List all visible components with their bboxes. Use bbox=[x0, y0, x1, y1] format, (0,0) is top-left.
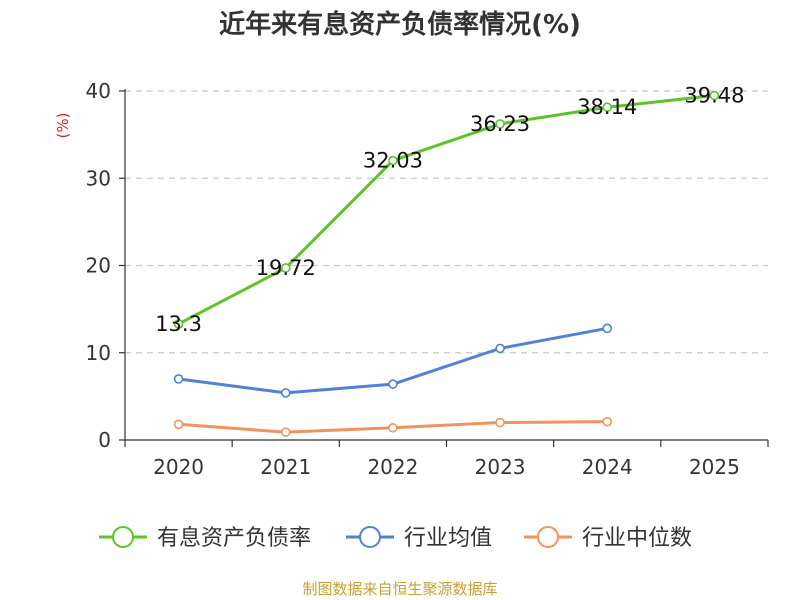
axes: 0 10 20 30 40 (%) 2020 2021 2022 2023 2024 2025 bbox=[54, 79, 769, 479]
x-tick-label: 2025 bbox=[689, 455, 740, 479]
data-point bbox=[602, 102, 613, 113]
data-label: 39.48 bbox=[684, 84, 744, 108]
source-note: 制图数据来自恒生聚源数据库 bbox=[302, 580, 498, 598]
data-point bbox=[280, 263, 291, 273]
data-point bbox=[388, 422, 398, 433]
x-tick-label: 2020 bbox=[153, 455, 204, 479]
legend-label: 有息资产负债率 bbox=[157, 526, 311, 551]
data-point bbox=[495, 417, 505, 428]
data-label: 38.14 bbox=[577, 95, 637, 119]
data-labels: 13.3 19.72 32.03 36.23 38.14 39.48 bbox=[155, 84, 744, 336]
data-label: 32.03 bbox=[363, 149, 423, 173]
data-point bbox=[495, 343, 505, 354]
y-tick-label: 10 bbox=[86, 341, 111, 365]
legend-label: 行业均值 bbox=[404, 526, 492, 551]
data-point bbox=[495, 119, 505, 129]
data-point bbox=[280, 388, 291, 398]
data-label: 19.72 bbox=[256, 256, 316, 280]
series-lines bbox=[173, 90, 720, 437]
data-point bbox=[280, 427, 291, 437]
grid-lines bbox=[125, 90, 768, 354]
x-tick-label: 2023 bbox=[475, 455, 526, 479]
data-point bbox=[173, 374, 184, 384]
legend: 有息资产负债率 行业均值 行业中位数 bbox=[99, 526, 692, 551]
y-tick-label: 20 bbox=[86, 254, 111, 278]
data-point bbox=[173, 319, 184, 329]
data-point bbox=[388, 155, 398, 166]
x-tick-label: 2024 bbox=[582, 455, 633, 479]
data-point bbox=[173, 419, 184, 430]
legend-marker bbox=[537, 526, 559, 548]
x-tick-label: 2021 bbox=[260, 455, 311, 479]
x-tick-label: 2022 bbox=[367, 455, 418, 479]
legend-marker bbox=[359, 526, 381, 548]
y-tick-label: 30 bbox=[86, 166, 111, 190]
y-tick-label: 40 bbox=[86, 79, 111, 103]
series-line bbox=[177, 94, 715, 326]
y-axis-label: (%) bbox=[54, 113, 72, 139]
data-label: 36.23 bbox=[470, 112, 530, 136]
data-point bbox=[602, 323, 613, 334]
legend-label: 行业中位数 bbox=[582, 526, 692, 551]
data-point bbox=[602, 416, 613, 427]
y-tick-label: 0 bbox=[98, 428, 111, 452]
page-title: 近年来有息资产负债率情况(%) bbox=[219, 10, 581, 40]
legend-marker bbox=[112, 526, 134, 548]
data-label: 13.3 bbox=[155, 312, 202, 336]
data-point bbox=[388, 379, 398, 389]
data-point bbox=[709, 90, 720, 101]
